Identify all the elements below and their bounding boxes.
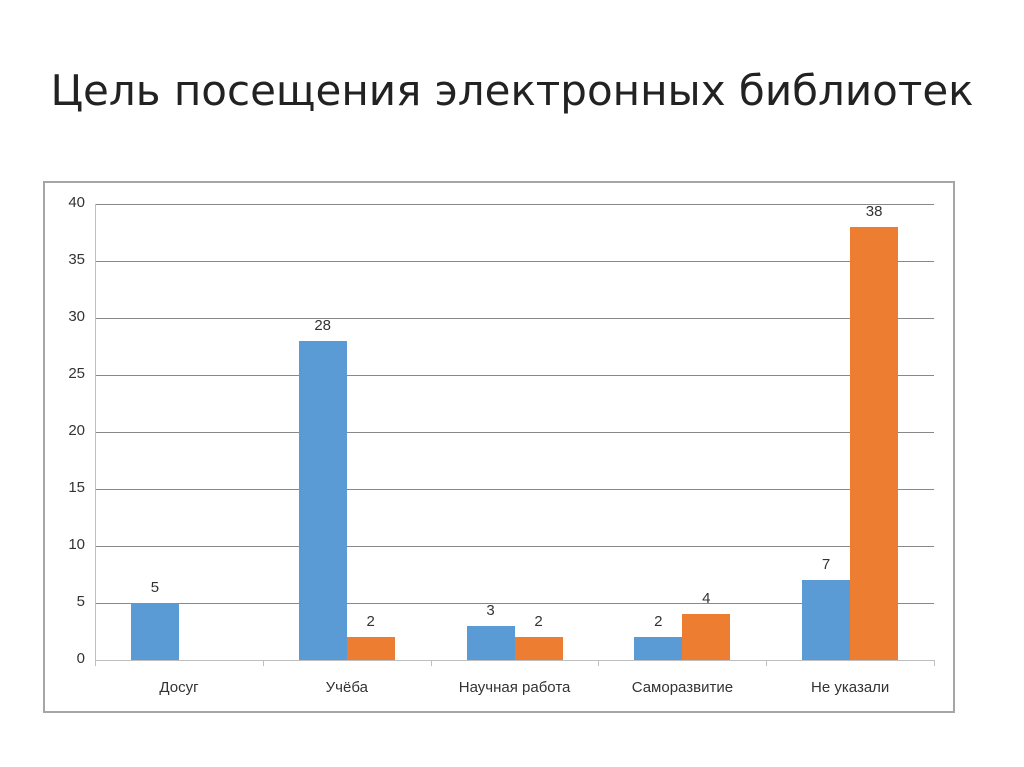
x-tick-mark [766, 660, 768, 666]
y-tick-label: 30 [68, 308, 85, 325]
x-axis-line [95, 660, 934, 661]
y-tick-label: 15 [68, 479, 85, 496]
slide-title: Цель посещения электронных библиотек [50, 66, 974, 115]
data-label: 28 [314, 316, 332, 334]
bar-series-1 [130, 603, 179, 660]
data-label: 5 [150, 579, 160, 596]
y-tick-label: 20 [68, 422, 85, 439]
bar-series-1 [298, 340, 347, 660]
data-label: 7 [821, 556, 831, 574]
gridline [95, 489, 934, 490]
y-axis-line [95, 204, 96, 660]
y-tick-label: 5 [76, 593, 85, 610]
gridline [95, 546, 934, 547]
data-label: 4 [702, 590, 711, 608]
y-tick-label: 10 [68, 536, 85, 553]
bar-series-2 [346, 637, 395, 660]
x-tick-mark [95, 660, 96, 666]
data-label: 38 [865, 202, 883, 220]
bar-series-2 [682, 614, 731, 660]
category-label: Научная работа [458, 679, 571, 696]
data-label: 2 [654, 613, 663, 631]
bar-series-1 [634, 637, 683, 660]
category-label: Саморазвитие [631, 679, 734, 696]
gridline [95, 603, 934, 604]
y-tick-label: 0 [76, 650, 85, 667]
y-tick-label: 35 [68, 251, 85, 268]
category-label: Досуг [159, 679, 199, 696]
data-label: 2 [366, 613, 375, 631]
bar-series-2 [850, 226, 899, 660]
gridline [95, 432, 934, 433]
category-label: Учёба [325, 679, 368, 696]
bar-series-1 [466, 625, 515, 660]
x-tick-mark [262, 660, 264, 666]
x-tick-mark [598, 660, 600, 666]
gridline [95, 375, 934, 376]
data-label: 2 [534, 613, 543, 631]
gridline [95, 261, 934, 262]
y-tick-label: 25 [68, 365, 85, 382]
x-tick-mark [934, 660, 935, 666]
bar-series-2 [514, 637, 563, 660]
y-tick-label: 40 [68, 194, 85, 211]
category-label: Не указали [811, 679, 890, 696]
x-tick-mark [430, 660, 432, 666]
gridline [95, 204, 934, 205]
gridline [95, 318, 934, 319]
data-label: 3 [486, 601, 495, 619]
bar-series-1 [802, 580, 851, 660]
